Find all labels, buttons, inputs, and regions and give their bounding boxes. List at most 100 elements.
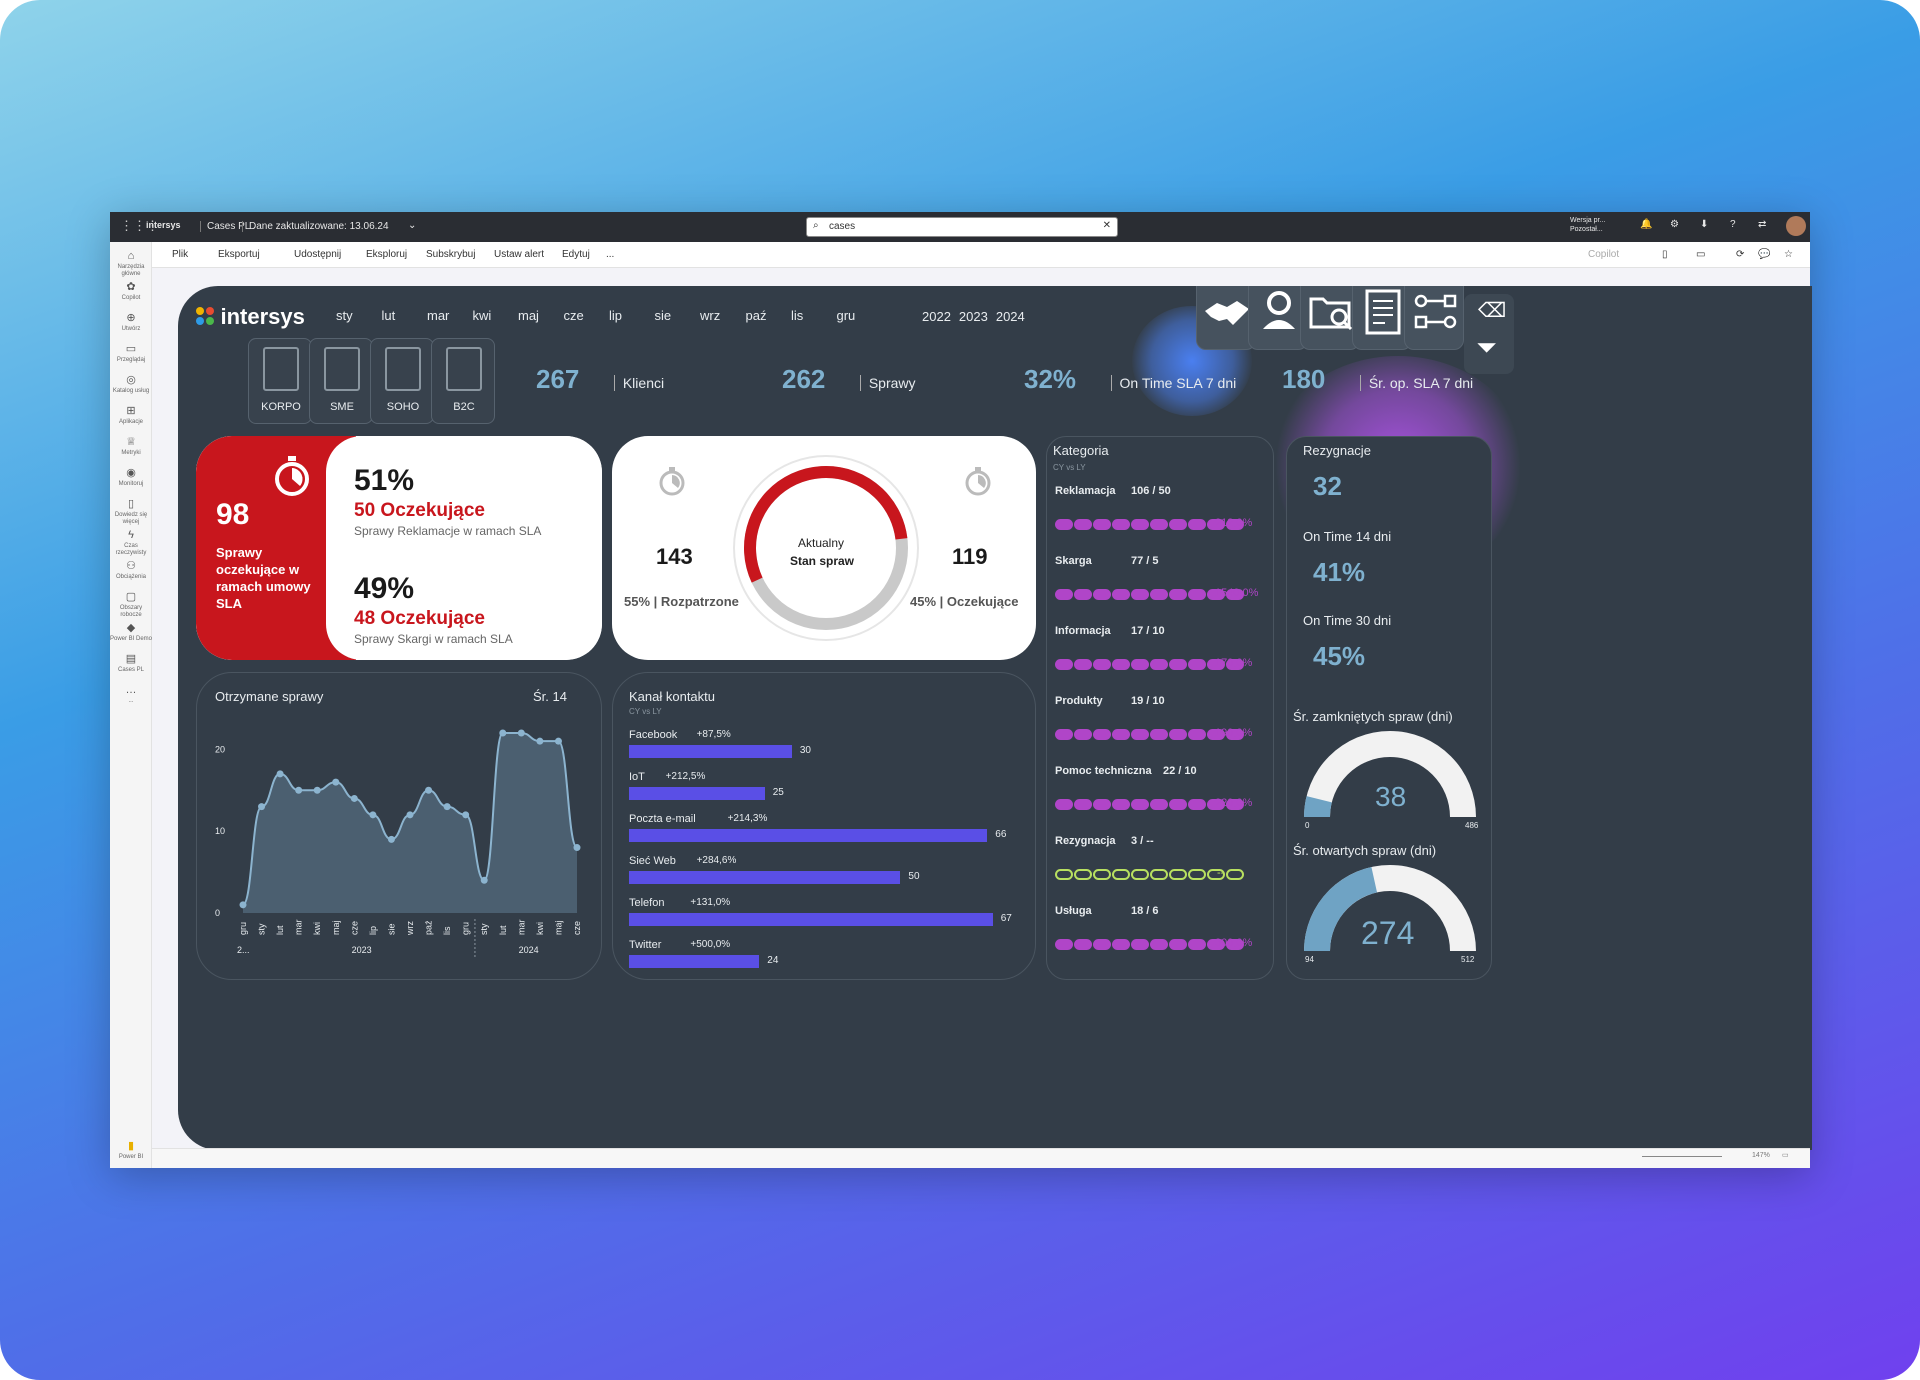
- file-menu[interactable]: Plik: [172, 249, 189, 260]
- channel-bar[interactable]: [629, 913, 993, 926]
- year-2022[interactable]: 2022: [922, 309, 951, 324]
- share-button[interactable]: Udostępnij: [294, 249, 342, 260]
- data-point[interactable]: [332, 778, 340, 786]
- app-launcher-icon[interactable]: ⋮⋮⋮: [120, 218, 159, 233]
- data-point[interactable]: [425, 786, 433, 794]
- month-4[interactable]: maj: [518, 308, 539, 323]
- eraser-icon[interactable]: ⌫: [1478, 300, 1507, 322]
- month-6[interactable]: lip: [609, 308, 623, 323]
- comment-icon[interactable]: 💬: [1758, 249, 1771, 260]
- updated-label[interactable]: Dane zaktualizowane: 13.06.24: [242, 221, 389, 232]
- favorite-icon[interactable]: ☆: [1784, 249, 1793, 260]
- map-button[interactable]: [1196, 286, 1256, 350]
- refresh-icon[interactable]: ⟳: [1736, 249, 1745, 260]
- more-options[interactable]: ...: [606, 249, 615, 260]
- month-3[interactable]: kwi: [472, 308, 492, 323]
- month-0[interactable]: sty: [336, 308, 353, 323]
- data-point[interactable]: [536, 737, 544, 745]
- channel-bar[interactable]: [629, 955, 760, 968]
- nav-item-10[interactable]: ⚇ Obciążenia: [110, 560, 152, 581]
- alert-button[interactable]: Ustaw alert: [494, 249, 545, 260]
- month-7[interactable]: sie: [654, 308, 672, 323]
- document-button[interactable]: [1352, 286, 1412, 350]
- data-point[interactable]: [276, 770, 284, 778]
- stopwatch-left-icon: [659, 467, 685, 496]
- nav-item-2[interactable]: ⊕ Utwórz: [110, 312, 152, 333]
- nav-item-6[interactable]: ♕ Metryki: [110, 436, 152, 457]
- nav-item-9[interactable]: ϟ Czas rzeczywisty: [110, 529, 152, 557]
- data-point[interactable]: [443, 803, 451, 811]
- nav-item-0[interactable]: ⌂ Narzędzia główne: [110, 250, 152, 278]
- segment-sme[interactable]: SME: [309, 338, 373, 424]
- export-menu[interactable]: Eksportuj: [218, 249, 260, 260]
- view-icon[interactable]: ▭: [1696, 249, 1706, 260]
- month-5[interactable]: cze: [563, 308, 584, 323]
- year-2024[interactable]: 2024: [995, 309, 1025, 324]
- explore-button[interactable]: Eksploruj: [366, 249, 408, 260]
- notifications-icon[interactable]: 🔔: [1640, 219, 1653, 230]
- nav-item-1[interactable]: ✿ Copilot: [110, 281, 152, 302]
- nav-item-8[interactable]: ▯ Dowiedz się więcej: [110, 498, 152, 526]
- nav-item-12[interactable]: ◆ Power BI Demo: [110, 622, 152, 643]
- channel-bar[interactable]: [629, 871, 901, 884]
- bookmark-icon[interactable]: ▯: [1662, 249, 1668, 260]
- nav-item-13[interactable]: ▤ Cases PL: [110, 653, 152, 674]
- nav-item-4[interactable]: ◎ Katalog usług: [110, 374, 152, 395]
- clear-search-icon[interactable]: ✕: [1102, 220, 1111, 231]
- report-name[interactable]: Cases PL: [200, 221, 250, 232]
- download-icon[interactable]: ⬇: [1700, 219, 1709, 230]
- channel-bar[interactable]: [629, 829, 988, 842]
- month-2[interactable]: mar: [427, 308, 450, 323]
- zoom-level[interactable]: 147%: [1752, 1152, 1770, 1159]
- search-input[interactable]: ⌕ cases ✕: [806, 217, 1118, 237]
- data-point[interactable]: [462, 811, 470, 819]
- data-point[interactable]: [517, 729, 525, 737]
- process-button[interactable]: [1404, 286, 1464, 350]
- avatar[interactable]: [1786, 216, 1806, 236]
- subscribe-button[interactable]: Subskrybuj: [426, 249, 476, 260]
- channel-bar[interactable]: [629, 745, 792, 758]
- nav-item-3[interactable]: ▭ Przeglądaj: [110, 343, 152, 364]
- nav-item-5[interactable]: ⊞ Aplikacje: [110, 405, 152, 426]
- settings-icon[interactable]: ⚙: [1670, 219, 1679, 230]
- month-9[interactable]: paź: [745, 308, 767, 323]
- month-1[interactable]: lut: [381, 308, 396, 323]
- agent-button[interactable]: [1248, 286, 1308, 350]
- data-point[interactable]: [499, 729, 507, 737]
- data-point[interactable]: [295, 786, 303, 794]
- segment-soho[interactable]: SOHO: [370, 338, 434, 424]
- data-point[interactable]: [258, 803, 266, 811]
- data-point[interactable]: [480, 876, 488, 884]
- month-10[interactable]: lis: [791, 308, 804, 323]
- user-trial-label[interactable]: Wersja pr... Pozostał...: [1570, 217, 1606, 233]
- category-dot: [1150, 729, 1168, 740]
- month-8[interactable]: wrz: [700, 308, 721, 323]
- segment-b2c[interactable]: B2C: [431, 338, 495, 424]
- copilot-button[interactable]: Copilot: [1588, 249, 1620, 260]
- chevron-down-icon[interactable]: ⌄: [408, 220, 417, 231]
- data-point[interactable]: [369, 811, 377, 819]
- zoom-slider[interactable]: [1642, 1156, 1722, 1157]
- year-2023[interactable]: 2023: [958, 309, 988, 324]
- data-point[interactable]: [554, 737, 562, 745]
- data-point[interactable]: [313, 786, 321, 794]
- folder-search-button[interactable]: [1300, 286, 1360, 350]
- segment-korpo[interactable]: KORPO: [248, 338, 312, 424]
- channel-bar[interactable]: [629, 787, 765, 800]
- nav-item-11[interactable]: ▢ Obszary robocze: [110, 591, 152, 619]
- nav-item-7[interactable]: ◉ Monitoruj: [110, 467, 152, 488]
- edit-button[interactable]: Edytuj: [562, 249, 590, 260]
- share-icon[interactable]: ⇄: [1758, 219, 1767, 230]
- data-point[interactable]: [406, 811, 414, 819]
- data-point[interactable]: [239, 901, 247, 909]
- data-point[interactable]: [573, 844, 581, 852]
- nav-item-14[interactable]: …...: [110, 684, 152, 705]
- fit-page-icon[interactable]: ▭: [1782, 1152, 1789, 1159]
- filter-icon[interactable]: ⏷: [1476, 332, 1497, 362]
- category-dot: [1188, 869, 1206, 880]
- data-point[interactable]: [387, 835, 395, 843]
- month-11[interactable]: gru: [836, 308, 856, 323]
- powerbi-footer[interactable]: ▮ Power BI: [110, 1140, 152, 1161]
- data-point[interactable]: [350, 794, 358, 802]
- help-icon[interactable]: ?: [1730, 219, 1736, 230]
